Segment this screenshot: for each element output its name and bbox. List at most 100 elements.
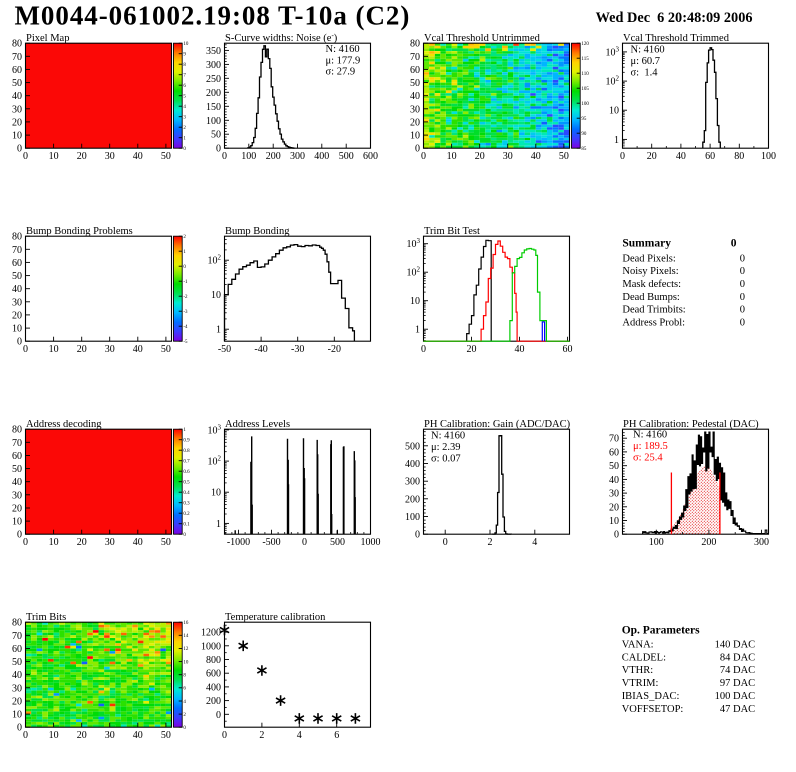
svg-text:0: 0 (740, 253, 745, 264)
svg-text:400: 400 (405, 459, 420, 470)
svg-text:10: 10 (12, 710, 22, 721)
svg-text:VOFFSETOP:: VOFFSETOP: (622, 704, 684, 715)
svg-text:VTHR:: VTHR: (622, 665, 654, 676)
svg-text:0.8: 0.8 (183, 449, 190, 454)
svg-text:1: 1 (183, 428, 186, 433)
svg-text:Address decoding: Address decoding (26, 419, 102, 430)
svg-text:0: 0 (17, 530, 22, 541)
svg-text:70: 70 (12, 438, 22, 449)
svg-text:N: 4160: N: 4160 (631, 45, 665, 56)
svg-text:1200: 1200 (201, 628, 221, 639)
svg-text:0: 0 (216, 144, 221, 155)
svg-text:50: 50 (12, 271, 22, 282)
svg-text:10: 10 (49, 151, 59, 162)
svg-text:0: 0 (17, 144, 22, 155)
svg-text:100: 100 (581, 102, 589, 107)
svg-text:2: 2 (183, 713, 186, 718)
svg-text:140 DAC: 140 DAC (715, 639, 756, 650)
svg-text:0: 0 (731, 237, 737, 249)
svg-text:-1000: -1000 (227, 537, 250, 548)
svg-text:30: 30 (105, 151, 115, 162)
svg-text:110: 110 (581, 72, 589, 77)
svg-text:N: 4160: N: 4160 (326, 44, 360, 55)
svg-text:0: 0 (740, 279, 745, 290)
svg-text:95: 95 (581, 117, 587, 122)
svg-text:60: 60 (12, 644, 22, 655)
svg-text:20: 20 (609, 502, 619, 513)
svg-text:40: 40 (531, 151, 541, 162)
svg-text:40: 40 (133, 537, 143, 548)
svg-text:100 DAC: 100 DAC (715, 691, 756, 702)
svg-text:20: 20 (12, 697, 22, 708)
svg-text:0: 0 (23, 730, 28, 741)
svg-text:μ: 177.9: μ: 177.9 (326, 55, 361, 66)
svg-text:80: 80 (410, 39, 420, 50)
svg-text:1: 1 (183, 137, 186, 142)
svg-text:μ: 2.39: μ: 2.39 (431, 442, 461, 453)
svg-text:85: 85 (581, 147, 587, 152)
svg-text:200: 200 (206, 696, 221, 707)
svg-text:30: 30 (12, 490, 22, 501)
svg-text:M0044-061002.19:08 T-10a (C2): M0044-061002.19:08 T-10a (C2) (15, 0, 411, 30)
svg-text:0: 0 (23, 537, 28, 548)
svg-text:40: 40 (12, 284, 22, 295)
svg-text:12: 12 (183, 647, 189, 652)
svg-text:1: 1 (415, 325, 420, 336)
svg-text:8: 8 (183, 63, 186, 68)
svg-text:500: 500 (330, 537, 345, 548)
svg-text:PH Calibration: Pedestal (DAC): PH Calibration: Pedestal (DAC) (623, 419, 759, 430)
svg-text:VANA:: VANA: (622, 639, 654, 650)
svg-text:50: 50 (12, 657, 22, 668)
svg-text:74 DAC: 74 DAC (720, 665, 755, 676)
svg-text:Bump Bonding Problems: Bump Bonding Problems (26, 226, 133, 237)
svg-text:70: 70 (12, 245, 22, 256)
svg-text:600: 600 (206, 669, 221, 680)
svg-text:10: 10 (12, 517, 22, 528)
svg-text:10: 10 (49, 344, 59, 355)
svg-text:250: 250 (206, 74, 221, 85)
svg-text:50: 50 (161, 730, 171, 741)
svg-text:0: 0 (620, 151, 625, 162)
svg-text:40: 40 (12, 91, 22, 102)
svg-text:0: 0 (23, 344, 28, 355)
svg-text:30: 30 (105, 537, 115, 548)
svg-text:20: 20 (12, 117, 22, 128)
svg-text:Mask defects:: Mask defects: (622, 279, 681, 290)
svg-text:-5: -5 (183, 340, 188, 345)
svg-text:10: 10 (609, 106, 619, 117)
svg-text:30: 30 (12, 683, 22, 694)
svg-text:9: 9 (183, 53, 186, 58)
svg-text:84 DAC: 84 DAC (720, 652, 755, 663)
svg-text:70: 70 (12, 631, 22, 642)
svg-text:2: 2 (259, 730, 264, 741)
svg-text:30: 30 (503, 151, 513, 162)
svg-text:1: 1 (183, 250, 186, 255)
svg-text:115: 115 (581, 57, 589, 62)
svg-text:70: 70 (410, 52, 420, 63)
svg-text:500: 500 (405, 441, 420, 452)
svg-text:300: 300 (290, 151, 305, 162)
svg-text:0: 0 (443, 537, 448, 548)
svg-text:0: 0 (216, 710, 221, 721)
svg-text:400: 400 (206, 682, 221, 693)
svg-text:80: 80 (12, 39, 22, 50)
svg-text:Address Levels: Address Levels (225, 419, 290, 430)
svg-text:50: 50 (12, 78, 22, 89)
svg-text:50: 50 (609, 461, 619, 472)
svg-text:0.5: 0.5 (183, 481, 190, 486)
svg-text:60: 60 (563, 344, 573, 355)
svg-text:80: 80 (12, 425, 22, 436)
svg-text:Dead Bumps:: Dead Bumps: (622, 292, 680, 303)
svg-text:80: 80 (734, 151, 744, 162)
svg-text:40: 40 (609, 475, 619, 486)
svg-text:4: 4 (183, 105, 186, 110)
svg-text:Trim Bit Test: Trim Bit Test (424, 226, 480, 237)
svg-text:20: 20 (77, 344, 87, 355)
svg-text:0: 0 (415, 144, 420, 155)
svg-text:0: 0 (421, 344, 426, 355)
svg-text:1: 1 (216, 325, 221, 336)
svg-text:6: 6 (183, 84, 186, 89)
svg-text:200: 200 (266, 151, 281, 162)
svg-text:-2: -2 (183, 295, 188, 300)
svg-text:50: 50 (211, 130, 221, 141)
